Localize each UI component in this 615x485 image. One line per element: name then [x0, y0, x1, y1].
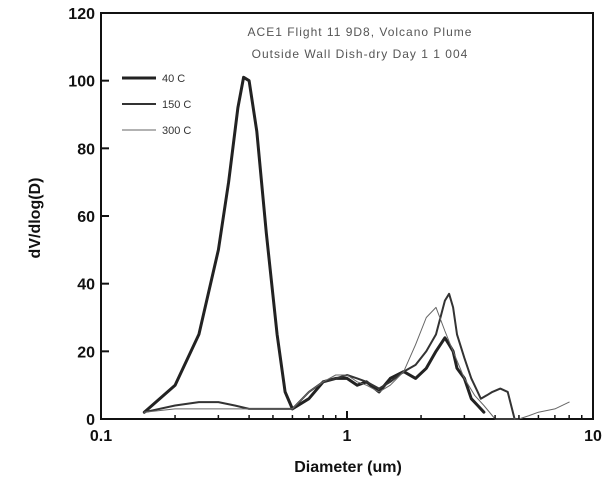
y-tick-label: 60	[77, 209, 95, 226]
y-tick-label: 20	[77, 344, 95, 361]
series-line	[143, 292, 516, 420]
chart-title: ACE1 Flight 11 9D8, Volcano Plume	[248, 25, 473, 39]
x-tick-label: 1	[343, 428, 352, 445]
y-tick-label: 80	[77, 141, 95, 158]
legend-label: 300 C	[162, 125, 191, 137]
x-axis-title: Diameter (um)	[294, 459, 402, 476]
legend: 40 C 150 C 300 C	[122, 73, 191, 137]
series-line	[142, 75, 486, 414]
y-tick-label: 40	[77, 277, 95, 294]
plot-area	[142, 75, 570, 420]
legend-label: 150 C	[162, 99, 191, 111]
y-tick-label: 0	[86, 412, 95, 429]
y-axis-title: dV/dlog(D)	[27, 178, 44, 259]
y-tick-label: 100	[68, 74, 95, 91]
chart-subtitle: Outside Wall Dish-dry Day 1 1 004	[252, 47, 469, 61]
y-tick-label: 120	[68, 6, 95, 23]
axes: 0 20 40 60 80 100 120 0.1 1 10	[68, 6, 602, 445]
series-line	[143, 306, 570, 420]
x-tick-label: 0.1	[90, 428, 112, 445]
x-tick-label: 10	[584, 428, 602, 445]
legend-label: 40 C	[162, 73, 185, 85]
